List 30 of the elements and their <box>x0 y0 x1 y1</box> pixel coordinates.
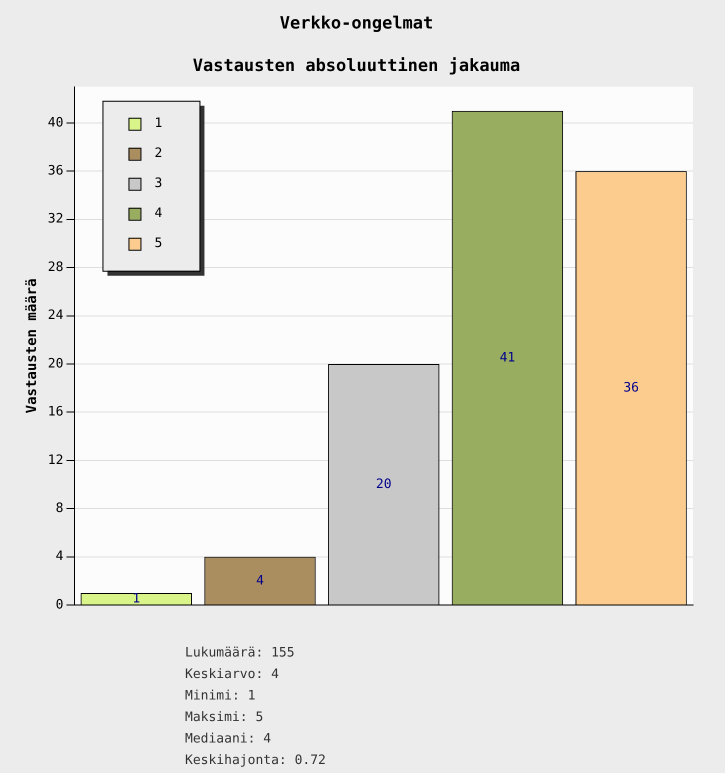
y-tick-label: 0 <box>56 597 64 612</box>
y-tick-label: 12 <box>48 452 64 468</box>
legend-label: 1 <box>154 116 162 132</box>
text: Maksimi: 5 <box>185 710 264 725</box>
y-tick-label: 40 <box>48 115 64 130</box>
y-tick-label: 36 <box>48 164 64 179</box>
text: Mediaani: 4 <box>185 731 272 746</box>
y-tick-label: 28 <box>48 260 64 275</box>
data-label: 1 <box>132 591 140 606</box>
y-axis-title: Vastausten määrä <box>24 278 40 414</box>
data-label: 41 <box>500 350 516 366</box>
legend-label: 5 <box>154 236 162 252</box>
data-label: 36 <box>623 380 639 396</box>
y-tick-label: 32 <box>48 212 64 227</box>
y-tick-label: 16 <box>48 404 64 420</box>
y-tick-label: 4 <box>56 549 64 564</box>
text: Keskihajonta: 0.72 <box>185 752 326 768</box>
text: Keskiarvo: 4 <box>185 666 280 682</box>
legend-label: 2 <box>154 146 162 162</box>
y-tick-label: 24 <box>48 308 64 324</box>
y-tick-label: 20 <box>48 356 64 372</box>
chart-title: Verkko-ongelmat <box>280 14 434 34</box>
text: Lukumäärä: 155 <box>185 645 295 660</box>
y-tick-label: 8 <box>56 500 64 516</box>
data-label: 4 <box>256 573 264 588</box>
text: Minimi: 1 <box>185 688 256 704</box>
legend-label: 4 <box>154 206 162 222</box>
chart-subtitle: Vastausten absoluuttinen jakauma <box>192 56 520 76</box>
legend-label: 3 <box>154 176 162 192</box>
data-label: 20 <box>376 476 392 492</box>
